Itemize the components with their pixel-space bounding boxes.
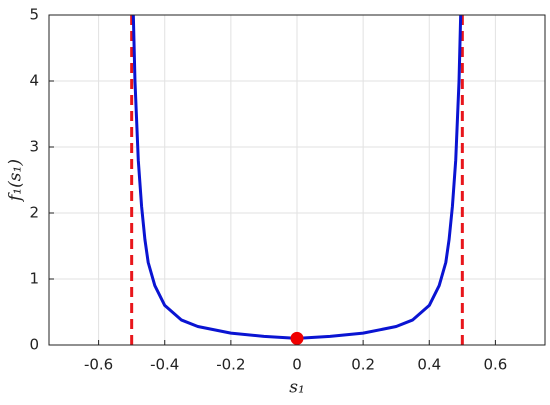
x-axis-label: s₁ bbox=[289, 378, 305, 398]
x-tick-label: 0.6 bbox=[483, 356, 507, 374]
y-axis-label: f₁(s₁) bbox=[6, 159, 26, 203]
y-tick-label: 0 bbox=[29, 336, 39, 354]
x-tick-label: -0.4 bbox=[150, 356, 179, 374]
axes-box bbox=[48, 14, 546, 346]
minimum-point bbox=[290, 331, 304, 345]
y-tick-label: 2 bbox=[29, 204, 39, 222]
x-tick-label: -0.2 bbox=[216, 356, 245, 374]
y-tick-label: 3 bbox=[29, 138, 39, 156]
y-tick-label: 5 bbox=[29, 6, 39, 24]
y-tick-label: 4 bbox=[29, 72, 39, 90]
x-tick-label: -0.6 bbox=[84, 356, 113, 374]
x-tick-label: 0.4 bbox=[417, 356, 441, 374]
y-tick-label: 1 bbox=[29, 270, 39, 288]
x-tick-label: 0 bbox=[292, 356, 302, 374]
x-tick-label: 0.2 bbox=[351, 356, 375, 374]
